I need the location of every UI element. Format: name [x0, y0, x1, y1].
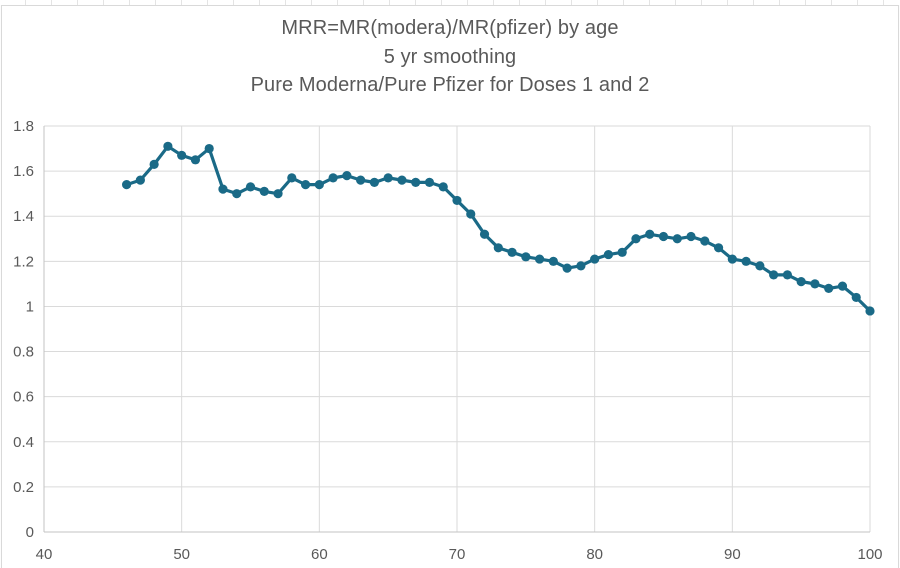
data-point-marker [755, 261, 765, 271]
data-point-marker [479, 229, 490, 239]
y-tick-label: 1.6 [13, 163, 34, 180]
data-point-marker [218, 184, 228, 194]
x-tick-label: 60 [311, 546, 328, 563]
data-point-marker [741, 256, 751, 266]
data-point-marker [837, 281, 848, 291]
data-point-marker [342, 171, 352, 181]
data-point-marker [397, 175, 407, 185]
data-point-marker [727, 254, 737, 264]
axis-lines [43, 126, 870, 533]
data-point-marker [851, 292, 861, 303]
x-tick-label: 90 [724, 546, 741, 563]
y-tick-label: 0.8 [13, 344, 34, 361]
data-point-marker [824, 283, 834, 293]
x-tick-label: 40 [36, 546, 53, 563]
y-tick-label: 0 [26, 524, 34, 541]
data-point-marker [163, 141, 173, 151]
y-tick-label: 1.4 [13, 208, 34, 225]
data-point-marker [713, 243, 724, 253]
data-point-marker [287, 173, 297, 183]
data-point-marker [452, 195, 462, 206]
data-point-marker [204, 143, 214, 154]
data-point-marker [314, 180, 324, 190]
y-tick-label: 1 [26, 298, 34, 315]
x-tick-label: 100 [857, 546, 882, 563]
chart-object[interactable] [1, 5, 899, 568]
data-point-marker [535, 254, 545, 264]
data-point-marker [507, 247, 517, 257]
y-tick-label: 1.2 [13, 253, 34, 270]
data-point-marker [686, 231, 696, 242]
x-tick-label: 50 [173, 546, 190, 563]
data-point-marker [232, 189, 242, 199]
chart-title: MRR=MR(modera)/MR(pfizer) by age 5 yr sm… [0, 14, 900, 100]
data-point-marker [177, 150, 187, 160]
data-point-marker [700, 236, 710, 246]
data-point-marker [259, 186, 269, 197]
y-tick-label: 0.6 [13, 389, 34, 406]
data-point-marker [769, 270, 779, 280]
data-point-marker [273, 189, 283, 199]
data-point-marker [149, 159, 159, 169]
y-axis-tick-labels: 0 0.2 0.4 0.6 0.8 1 1.2 1.4 1.6 1.8 [13, 118, 34, 541]
data-point-marker [300, 180, 311, 190]
chart-title-line-3: Pure Moderna/Pure Pfizer for Doses 1 and… [250, 74, 650, 96]
data-point-marker [356, 175, 366, 185]
gridlines [44, 125, 871, 532]
data-point-marker [672, 234, 682, 244]
data-point-marker [576, 261, 586, 271]
data-point-marker [521, 252, 531, 262]
data-point-marker [796, 277, 806, 287]
data-point-marker [658, 231, 669, 242]
chart-title-line-2: 5 yr smoothing [383, 45, 517, 68]
data-series-mrr [122, 141, 875, 316]
data-point-marker [424, 177, 435, 187]
data-point-marker [383, 173, 393, 183]
y-tick-label: 1.8 [13, 118, 34, 135]
data-point-marker [548, 256, 558, 266]
data-point-marker [617, 247, 627, 257]
data-point-marker [631, 234, 641, 244]
data-point-marker [245, 182, 256, 192]
data-point-marker [190, 155, 201, 165]
chart-title-line-1: MRR=MR(modera)/MR(pfizer) by age [281, 17, 619, 39]
data-point-marker [782, 270, 793, 280]
data-point-marker [122, 180, 132, 190]
x-tick-label: 80 [586, 546, 603, 563]
data-point-marker [562, 263, 572, 273]
data-point-marker [369, 177, 379, 187]
data-point-marker [135, 175, 145, 185]
data-point-marker [603, 249, 614, 260]
y-tick-label: 0.4 [13, 434, 34, 451]
spreadsheet-cells-strip [0, 0, 900, 5]
data-point-marker [493, 243, 503, 253]
y-tick-label: 0.2 [13, 479, 34, 496]
data-point-marker [328, 173, 338, 183]
data-point-marker [590, 254, 600, 264]
data-point-marker [438, 182, 448, 192]
x-axis-tick-labels: 40 50 60 70 80 90 100 [36, 546, 883, 563]
x-tick-label: 70 [449, 546, 466, 563]
data-point-marker [645, 229, 655, 239]
data-point-marker [810, 279, 820, 289]
data-point-marker [466, 209, 476, 219]
data-point-marker [865, 306, 875, 316]
data-point-marker [411, 177, 421, 187]
